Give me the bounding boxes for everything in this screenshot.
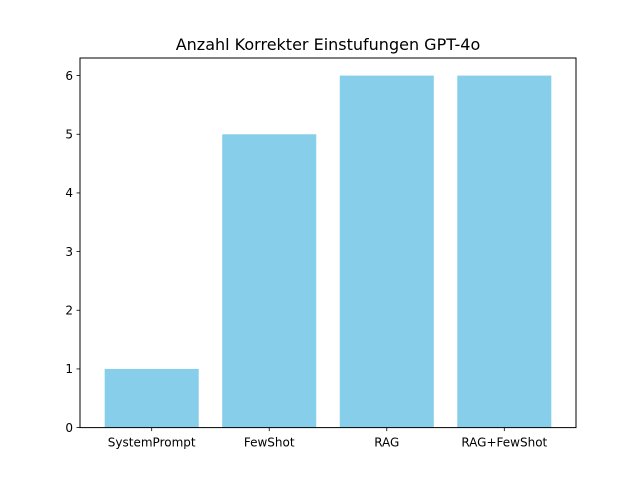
bar-systemprompt: [104, 368, 199, 428]
y-tick-label: 0: [65, 421, 73, 435]
y-tick-label: 6: [65, 69, 73, 83]
bar-fewshot: [222, 134, 317, 428]
x-tick-label: FewShot: [244, 436, 295, 450]
y-tick-label: 2: [65, 304, 73, 318]
y-tick-label: 3: [65, 245, 73, 259]
plot-area: Anzahl Korrekter Einstufungen GPT-4o 0 1 2…: [65, 35, 577, 450]
y-tick-label: 5: [65, 128, 73, 142]
bar-rag-fewshot: [457, 75, 552, 428]
bar-group: [104, 75, 552, 428]
bar-rag: [339, 75, 434, 428]
y-tick-label: 1: [65, 362, 73, 376]
y-axis: 0 1 2 3 4 5 6: [65, 69, 80, 435]
y-tick-label: 4: [65, 186, 73, 200]
x-tick-label: RAG: [374, 436, 399, 450]
x-tick-label: SystemPrompt: [108, 436, 196, 450]
chart-title: Anzahl Korrekter Einstufungen GPT-4o: [176, 35, 481, 54]
x-tick-label: RAG+FewShot: [461, 436, 547, 450]
axes-frame: [79, 57, 577, 429]
x-axis: SystemPrompt FewShot RAG RAG+FewShot: [108, 427, 548, 450]
